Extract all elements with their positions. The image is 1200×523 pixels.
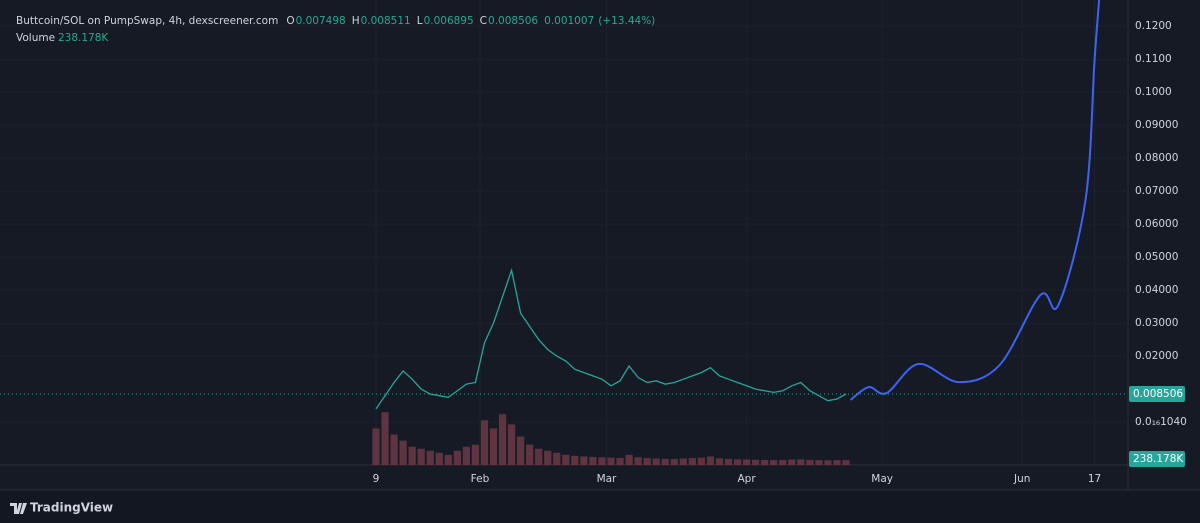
ohlc-value: 0.008506 <box>488 15 538 27</box>
volume-bar <box>408 446 416 465</box>
volume-bar <box>697 457 705 465</box>
volume-bar <box>625 454 633 465</box>
volume-bar <box>661 458 669 465</box>
logo-icon <box>10 503 27 514</box>
volume-bar <box>480 420 489 465</box>
volume-bar <box>571 455 579 465</box>
y-tick-label: 0.0₁₆1040 <box>1135 416 1187 428</box>
volume-bar <box>797 459 805 465</box>
marks <box>0 0 1128 465</box>
volume-bar <box>544 450 552 465</box>
volume-bar <box>607 457 615 465</box>
volume-bar <box>761 459 769 465</box>
x-tick-label: 17 <box>1088 473 1101 485</box>
volume-bar <box>417 448 425 465</box>
volume-bar <box>779 459 787 465</box>
x-tick-label: May <box>871 473 893 485</box>
volume-bar <box>589 456 597 465</box>
y-tick-label: 0.06000 <box>1135 218 1178 230</box>
change-percent: (+13.44%) <box>598 15 655 27</box>
volume-bar <box>652 458 660 465</box>
volume-bar <box>390 434 398 465</box>
volume-bar <box>435 452 443 465</box>
volume-bar <box>462 446 470 465</box>
volume-bar <box>616 457 624 465</box>
y-tick-label: 0.03000 <box>1135 317 1178 329</box>
chart-title: Buttcoin/SOL on PumpSwap, 4h, dexscreene… <box>16 15 278 27</box>
ohlc-value: 0.007498 <box>296 15 346 27</box>
footer-bar <box>0 490 1200 523</box>
volume-bar <box>643 458 651 465</box>
volume-bar <box>733 459 742 465</box>
volume-bar <box>372 428 380 465</box>
volume-bar <box>715 458 724 465</box>
volume-bar <box>824 460 832 465</box>
volume-bar <box>399 440 407 465</box>
volume-bar <box>724 458 733 465</box>
y-tick-label: 0.1100 <box>1135 53 1172 65</box>
volume-bar <box>742 459 751 465</box>
volume-bar <box>489 428 498 465</box>
x-tick-label: Feb <box>471 473 490 485</box>
footer-text: TradingView <box>30 501 113 515</box>
volume-bar <box>535 448 543 465</box>
volume-bar <box>770 460 778 465</box>
volume-bar <box>598 457 606 465</box>
ohlc-value: 0.006895 <box>424 15 474 27</box>
ohlc-label: C <box>480 15 487 27</box>
price-line <box>375 267 847 410</box>
volume-bar <box>426 450 434 465</box>
volume-tag <box>1129 451 1185 467</box>
volume-bar <box>706 456 715 465</box>
volume-bar <box>553 452 561 465</box>
ohlc-value: 0.008511 <box>361 15 411 27</box>
price-tag-label: 0.008506 <box>1133 388 1183 400</box>
volume-bar <box>634 457 642 465</box>
y-tick-label: 0.05000 <box>1135 251 1178 263</box>
x-tick-label: 9 <box>373 473 380 485</box>
volume-bar <box>507 424 516 465</box>
ohlc-label: H <box>352 15 360 27</box>
y-tick-label: 0.04000 <box>1135 284 1178 296</box>
volume-bar <box>806 459 814 465</box>
volume-bar <box>498 414 507 465</box>
volume-bar <box>580 456 588 465</box>
volume-bar <box>688 458 696 465</box>
y-tick-label: 0.09000 <box>1135 119 1178 131</box>
x-tick-label: Mar <box>597 473 617 485</box>
y-tick-label: 0.1200 <box>1135 20 1172 32</box>
volume-bar <box>833 460 841 465</box>
volume-bar <box>381 412 389 465</box>
change-value: 0.001007 <box>544 15 594 27</box>
x-tick-label: Apr <box>737 473 756 485</box>
volume-bar <box>842 460 850 465</box>
ohlc-label: O <box>286 15 294 27</box>
volume-value: 238.178K <box>58 32 109 44</box>
volume-bar <box>670 458 678 465</box>
volume-bar <box>562 454 570 465</box>
y-tick-label: 0.07000 <box>1135 185 1178 197</box>
volume-bar <box>526 444 534 465</box>
volume-bar <box>752 459 760 465</box>
volume-bar <box>788 459 796 465</box>
volume-tag-label: 238.178K <box>1133 453 1184 465</box>
ohlc-label: L <box>417 15 423 27</box>
volume-bar <box>453 450 461 465</box>
volume-title: Volume <box>16 32 55 44</box>
volume-bar <box>815 460 823 465</box>
y-tick-label: 0.1000 <box>1135 86 1172 98</box>
volume-bar <box>679 458 687 465</box>
price-tag <box>1129 386 1185 403</box>
logo: TradingView <box>10 501 113 515</box>
y-tick-label: 0.02000 <box>1135 350 1178 362</box>
header: Buttcoin/SOL on PumpSwap, 4h, dexscreene… <box>16 15 655 44</box>
volume-bar <box>444 454 452 465</box>
x-tick-label: Jun <box>1013 473 1030 485</box>
y-tick-label: 0.08000 <box>1135 152 1178 164</box>
volume-bar <box>517 436 525 465</box>
volume-bar <box>471 444 480 465</box>
grid <box>0 0 1128 465</box>
